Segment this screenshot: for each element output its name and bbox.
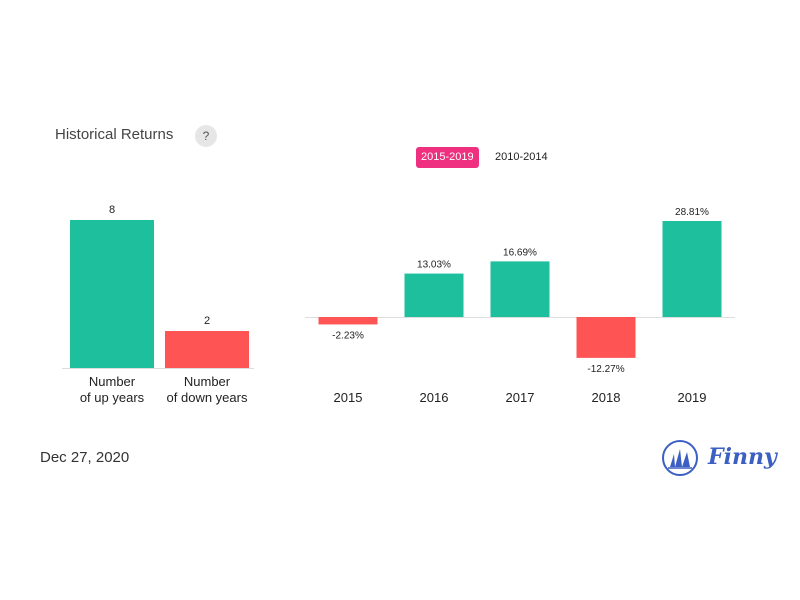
data-label: 8 xyxy=(109,204,115,216)
brand-name: Finny xyxy=(708,444,777,470)
sailboat-icon xyxy=(662,440,698,476)
data-label: -2.23% xyxy=(332,330,364,341)
tab-2015-2019[interactable]: 2015-2019 xyxy=(416,147,479,168)
finny-logo: Finny xyxy=(660,438,777,478)
bar-2016 xyxy=(404,273,464,317)
x-tick-label: 2018 xyxy=(592,390,621,405)
data-label: 28.81% xyxy=(675,207,709,218)
x-tick-label: 2017 xyxy=(506,390,535,405)
bar-up-years xyxy=(70,220,154,368)
bar-2015 xyxy=(318,317,378,325)
category-label: Number xyxy=(89,374,136,389)
tab-2010-2014[interactable]: 2010-2014 xyxy=(495,151,548,163)
section-title: Historical Returns xyxy=(55,126,174,143)
bar-2019 xyxy=(662,221,722,317)
help-icon[interactable]: ? xyxy=(195,125,217,147)
data-label: 13.03% xyxy=(417,260,451,271)
bar-down-years xyxy=(165,331,249,368)
category-label: Number xyxy=(184,374,231,389)
x-tick-label: 2015 xyxy=(334,390,363,405)
as-of-date: Dec 27, 2020 xyxy=(40,449,130,466)
data-label: -12.27% xyxy=(587,364,624,375)
bar-2017 xyxy=(490,261,550,317)
category-label: of down years xyxy=(167,390,248,405)
x-tick-label: 2019 xyxy=(678,390,707,405)
category-label: of up years xyxy=(80,390,145,405)
bar-2018 xyxy=(576,317,636,358)
data-label: 2 xyxy=(204,315,210,327)
x-tick-label: 2016 xyxy=(420,390,449,405)
data-label: 16.69% xyxy=(503,247,537,258)
